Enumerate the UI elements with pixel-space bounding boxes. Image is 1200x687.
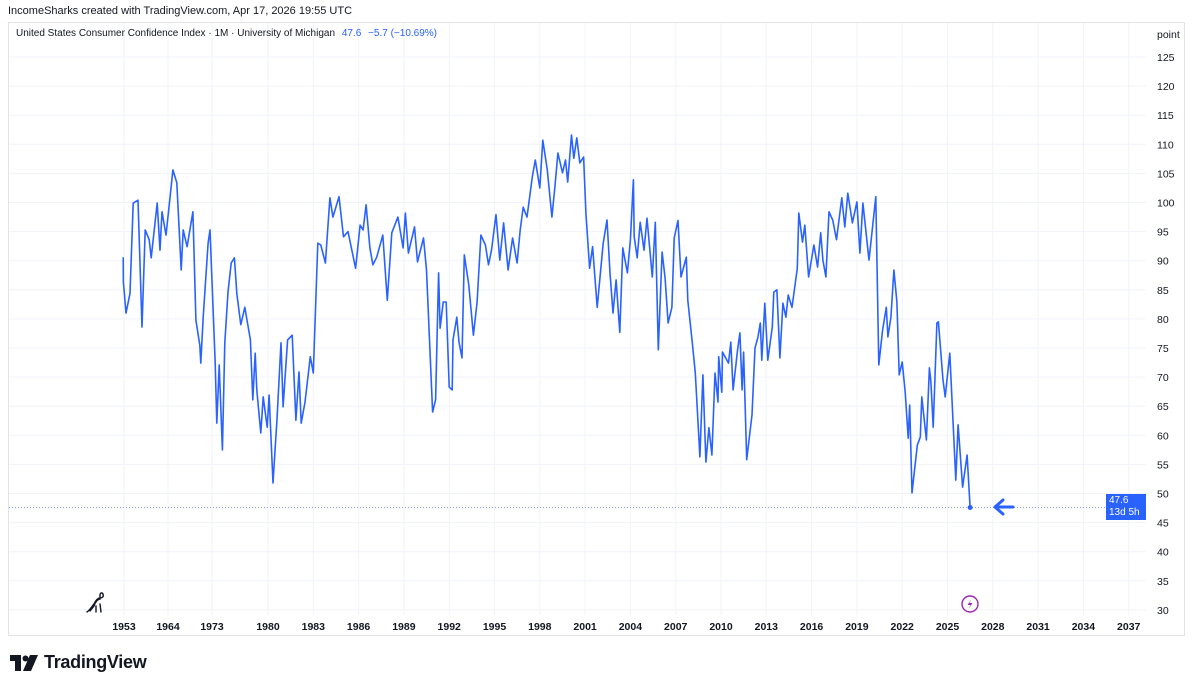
chart-credit: IncomeSharks created with TradingView.co… [8, 5, 353, 17]
tradingview-logo-icon [10, 654, 38, 671]
x-tick-label: 1983 [302, 621, 326, 633]
x-tick-label: 1986 [347, 621, 371, 633]
lightning-icon[interactable] [961, 595, 979, 613]
y-axis-unit: point [1157, 29, 1180, 41]
x-tick-label: 2016 [800, 621, 824, 633]
last-value-dot [967, 504, 973, 510]
legend-change: −5.7 (−10.69%) [368, 28, 437, 39]
y-tick-label: 105 [1157, 168, 1175, 180]
x-tick-label: 2004 [619, 621, 643, 633]
x-axis: 1953 1964 1973 1980 1983 1986 1989 1992 1995 1998… [112, 621, 1140, 633]
grid [9, 23, 1146, 615]
x-tick-label: 2013 [755, 621, 779, 633]
y-tick-label: 50 [1157, 489, 1169, 501]
x-tick-label: 1964 [156, 621, 180, 633]
dino-icon[interactable] [86, 592, 104, 613]
y-tick-label: 60 [1157, 430, 1169, 442]
series-line [122, 134, 971, 508]
x-tick-label: 2010 [709, 621, 733, 633]
y-tick-label: 35 [1157, 576, 1169, 588]
x-tick-label: 1953 [112, 621, 136, 633]
y-tick-label: 110 [1157, 139, 1174, 151]
y-tick-label: 65 [1157, 401, 1169, 413]
x-tick-label: 1980 [256, 621, 280, 633]
x-tick-label: 2028 [981, 621, 1005, 633]
x-tick-label: 1992 [438, 621, 462, 633]
y-tick-label: 95 [1157, 227, 1169, 239]
x-tick-label: 2025 [936, 621, 960, 633]
y-tick-label: 55 [1157, 459, 1169, 471]
x-tick-label: 2022 [891, 621, 915, 633]
x-tick-label: 2001 [573, 621, 597, 633]
x-tick-label: 1995 [483, 621, 507, 633]
y-tick-label: 45 [1157, 518, 1169, 530]
last-price-tag: 47.6 13d 5h [1106, 494, 1146, 520]
y-tick-label: 70 [1157, 372, 1169, 384]
y-tick-label: 125 [1157, 52, 1175, 64]
x-tick-label: 2019 [845, 621, 869, 633]
x-tick-label: 2007 [664, 621, 688, 633]
x-tick-label: 2031 [1026, 621, 1050, 633]
y-tick-label: 85 [1157, 285, 1169, 297]
x-tick-label: 1989 [392, 621, 416, 633]
y-tick-label: 80 [1157, 314, 1169, 326]
legend-title: United States Consumer Confidence Index … [16, 28, 336, 39]
bar-countdown: 13d 5h [1109, 507, 1140, 518]
chart-frame [8, 22, 1185, 636]
y-tick-label: 40 [1157, 547, 1169, 559]
y-tick-label: 75 [1157, 343, 1169, 355]
x-tick-label: 1998 [528, 621, 552, 633]
arrow-left-icon [993, 498, 1015, 516]
tradingview-logo[interactable]: TradingView [10, 652, 147, 673]
last-price-value: 47.6 [1109, 495, 1129, 506]
x-tick-label: 2034 [1072, 621, 1096, 633]
y-tick-label: 90 [1157, 256, 1169, 268]
y-tick-label: 30 [1157, 605, 1169, 617]
x-tick-label: 1973 [200, 621, 224, 633]
y-tick-label: 100 [1157, 198, 1175, 210]
chart-legend[interactable]: United States Consumer Confidence Index … [16, 28, 437, 39]
y-axis: 125 120 115 110 105 100 95 90 85 80 75 70 65 60 55 50 45… [1157, 52, 1175, 617]
tradingview-logo-text: TradingView [44, 652, 147, 672]
legend-last-value: 47.6 [341, 28, 362, 39]
y-tick-label: 120 [1157, 81, 1175, 93]
y-tick-label: 115 [1157, 110, 1174, 122]
x-tick-label: 2037 [1117, 621, 1141, 633]
